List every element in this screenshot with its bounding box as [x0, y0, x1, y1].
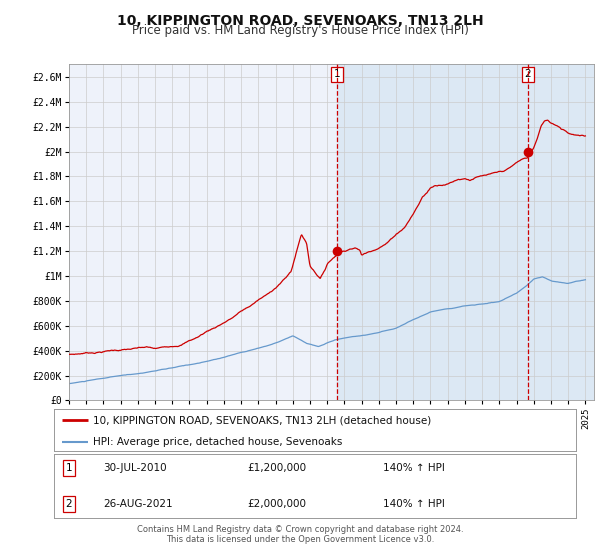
Text: HPI: Average price, detached house, Sevenoaks: HPI: Average price, detached house, Seve…: [93, 437, 343, 446]
Text: 140% ↑ HPI: 140% ↑ HPI: [383, 499, 445, 509]
Text: This data is licensed under the Open Government Licence v3.0.: This data is licensed under the Open Gov…: [166, 535, 434, 544]
Text: 1: 1: [65, 463, 72, 473]
Text: 2: 2: [524, 69, 531, 80]
Bar: [337, 64, 594, 400]
Text: 30-JUL-2010: 30-JUL-2010: [104, 463, 167, 473]
Text: 140% ↑ HPI: 140% ↑ HPI: [383, 463, 445, 473]
Text: £2,000,000: £2,000,000: [247, 499, 306, 509]
Text: 10, KIPPINGTON ROAD, SEVENOAKS, TN13 2LH (detached house): 10, KIPPINGTON ROAD, SEVENOAKS, TN13 2LH…: [93, 415, 431, 425]
Text: 1: 1: [334, 69, 340, 80]
Text: 26-AUG-2021: 26-AUG-2021: [104, 499, 173, 509]
Text: Price paid vs. HM Land Registry's House Price Index (HPI): Price paid vs. HM Land Registry's House …: [131, 24, 469, 37]
Text: 2: 2: [65, 499, 72, 509]
Text: Contains HM Land Registry data © Crown copyright and database right 2024.: Contains HM Land Registry data © Crown c…: [137, 525, 463, 534]
Text: 10, KIPPINGTON ROAD, SEVENOAKS, TN13 2LH: 10, KIPPINGTON ROAD, SEVENOAKS, TN13 2LH: [116, 14, 484, 28]
Text: £1,200,000: £1,200,000: [247, 463, 306, 473]
